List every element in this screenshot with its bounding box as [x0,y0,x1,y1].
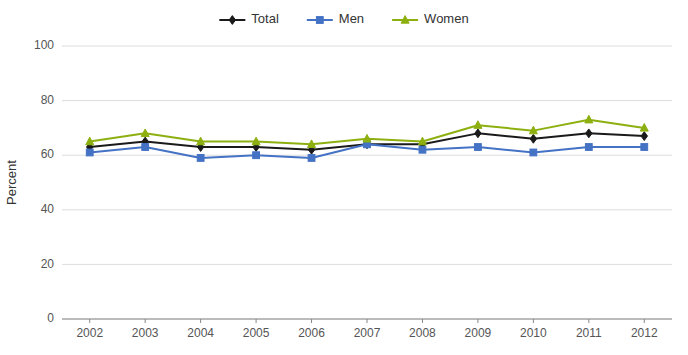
point-marker [308,155,315,162]
x-tick [477,319,478,323]
y-grid [62,46,672,319]
legend-item: Total [219,11,279,26]
x-tick [644,319,645,323]
y-tick-label: 80 [41,93,55,107]
x-tick [533,319,534,323]
point-marker [86,149,93,156]
legend-swatch-marker [401,16,409,24]
point-marker [529,126,537,134]
y-tick-label: 0 [47,311,54,325]
y-tick-label: 100 [34,38,54,52]
y-tick-label: 20 [41,257,55,271]
legend-item: Women [392,11,469,26]
grid-line [62,209,672,210]
point-marker [641,144,648,151]
point-marker [253,152,260,159]
chart: 0 20 40 60 80 100 2002 2003 2004 2005 2006 2007 2008… [0,0,688,355]
legend-item: Men [307,11,364,26]
x-tick-label: 2006 [298,326,325,340]
point-marker [475,129,481,138]
x-tick-label: 2003 [132,326,159,340]
point-marker [419,146,426,153]
x-tick-label: 2005 [243,326,270,340]
x-tick [367,319,368,323]
x-tick-label: 2004 [187,326,214,340]
x-tick [145,319,146,323]
x-tick-label: 2011 [576,326,602,340]
grid-line [62,264,672,265]
point-marker [530,134,536,143]
y-axis-label: Percent [4,160,19,205]
x-tick [588,319,589,323]
point-marker [141,129,149,137]
x-tick-label: 2007 [354,326,381,340]
legend-label: Women [424,11,469,26]
grid-line [62,100,672,101]
point-marker [475,144,482,151]
legend-label: Men [339,11,364,26]
legend: Total Men Women [219,11,468,26]
point-marker [86,137,94,145]
series-line [90,133,645,149]
point-marker [585,115,593,123]
y-tick-label: 40 [41,202,55,216]
x-tick-label: 2010 [520,326,547,340]
x-tick-label: 2002 [76,326,103,340]
x-tick [422,319,423,323]
legend-label: Total [251,11,279,26]
point-marker [308,140,316,148]
point-marker [641,132,647,141]
point-marker [197,155,204,162]
series-line [90,120,645,145]
grid-line [62,155,672,156]
x-tick [256,319,257,323]
point-marker [418,137,426,145]
point-marker [252,137,260,145]
x-tick [89,319,90,323]
grid-line [62,46,672,47]
x-tick-label: 2012 [631,326,658,340]
point-marker [585,144,592,151]
x-tick [311,319,312,323]
series [86,141,647,161]
x-tick [200,319,201,323]
point-marker [474,121,482,129]
legend-swatch-marker [229,16,235,25]
point-marker [530,149,537,156]
x-tick-label: 2009 [465,326,492,340]
series [86,115,649,147]
point-marker [363,134,371,142]
point-marker [640,124,648,132]
point-marker [586,129,592,138]
legend-swatch-marker [316,17,323,24]
point-marker [142,144,149,151]
point-marker [197,137,205,145]
x-tick-label: 2008 [409,326,436,340]
plot-data [86,115,649,161]
y-tick-label: 60 [41,147,55,161]
